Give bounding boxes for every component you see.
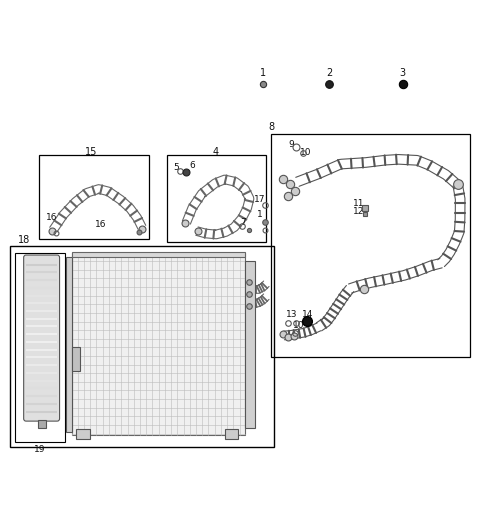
Text: 12: 12 (353, 207, 364, 217)
Bar (271, 134, 470, 356)
Bar (167, 156, 266, 242)
Text: 18: 18 (18, 235, 30, 245)
Bar (245, 261, 255, 429)
Bar (225, 429, 238, 439)
Text: 4: 4 (213, 147, 219, 157)
Bar (72, 252, 245, 436)
Bar (72, 347, 80, 371)
Text: 1: 1 (257, 210, 263, 219)
Text: 9: 9 (289, 140, 295, 149)
Text: 16: 16 (46, 213, 58, 222)
Text: 15: 15 (84, 147, 97, 157)
Text: 5: 5 (173, 163, 179, 172)
Text: 14: 14 (302, 310, 313, 319)
Bar (15, 252, 65, 442)
Text: 11: 11 (353, 199, 364, 208)
Text: 1: 1 (260, 68, 266, 78)
Text: 19: 19 (34, 445, 46, 454)
FancyBboxPatch shape (24, 255, 60, 421)
Bar (76, 429, 90, 439)
Text: 17: 17 (254, 195, 266, 204)
Text: 6: 6 (189, 161, 195, 170)
Bar (72, 252, 245, 258)
Text: 3: 3 (400, 68, 406, 78)
Bar (10, 246, 274, 447)
Bar (66, 258, 72, 432)
Text: 7: 7 (240, 218, 246, 227)
Text: 16: 16 (96, 220, 107, 229)
Text: 13: 13 (286, 310, 297, 319)
Text: 2: 2 (326, 68, 332, 78)
Text: 10: 10 (300, 147, 312, 157)
Text: 10: 10 (293, 321, 304, 330)
Bar (39, 156, 149, 239)
Text: 8: 8 (268, 122, 274, 132)
